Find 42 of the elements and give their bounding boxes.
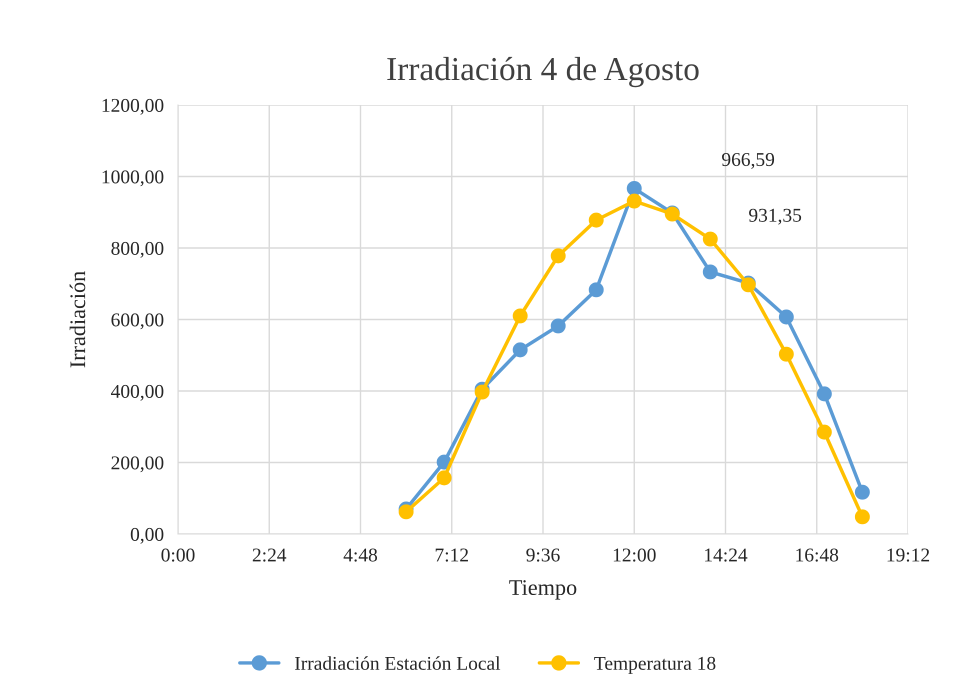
- y-tick-label: 200,00: [111, 456, 164, 472]
- point: [474, 384, 490, 400]
- y-tick-label: 800,00: [111, 242, 164, 258]
- point: [778, 346, 794, 362]
- legend-label: Irradiación Estación Local: [295, 656, 500, 670]
- y-tick-label: 0,00: [130, 528, 164, 544]
- point: [550, 248, 566, 264]
- point: [588, 282, 604, 298]
- point: [702, 232, 718, 247]
- y-tick-label: 1000,00: [102, 170, 164, 186]
- annotation: 931,35: [749, 208, 802, 225]
- x-tick-label: 2:24: [252, 548, 286, 562]
- chart-title: Irradiación 4 de Agosto: [387, 56, 699, 88]
- point: [778, 310, 794, 324]
- point: [550, 318, 566, 334]
- x-tick-label: 12:00: [614, 548, 656, 562]
- point: [512, 342, 528, 358]
- x-tick-label: 4:48: [344, 548, 378, 562]
- x-tick-label: 16:48: [796, 548, 838, 562]
- point: [626, 194, 642, 209]
- annotation: 966,59: [722, 153, 774, 169]
- point: [626, 180, 642, 196]
- point: [588, 212, 604, 228]
- point: [436, 470, 452, 486]
- point: [854, 484, 870, 500]
- y-axis-title: Irradiación: [70, 271, 86, 368]
- x-tick-label: 19:12: [888, 548, 930, 562]
- legend-label: Temperatura 18: [594, 656, 716, 674]
- point: [512, 308, 528, 324]
- point: [702, 264, 718, 280]
- point: [816, 424, 832, 440]
- x-tick-label: 14:24: [705, 548, 748, 562]
- y-tick-label: 600,00: [111, 313, 164, 330]
- x-tick-label: 9:36: [526, 548, 560, 562]
- x-tick-label: 7:12: [436, 548, 468, 562]
- x-tick-label: 0:00: [161, 548, 195, 562]
- point: [816, 386, 832, 402]
- point: [854, 509, 870, 524]
- y-tick-label: 1200,00: [102, 98, 164, 115]
- x-axis-title: Tiempo: [509, 580, 576, 600]
- y-tick-label: 400,00: [111, 384, 164, 401]
- point: [398, 504, 414, 520]
